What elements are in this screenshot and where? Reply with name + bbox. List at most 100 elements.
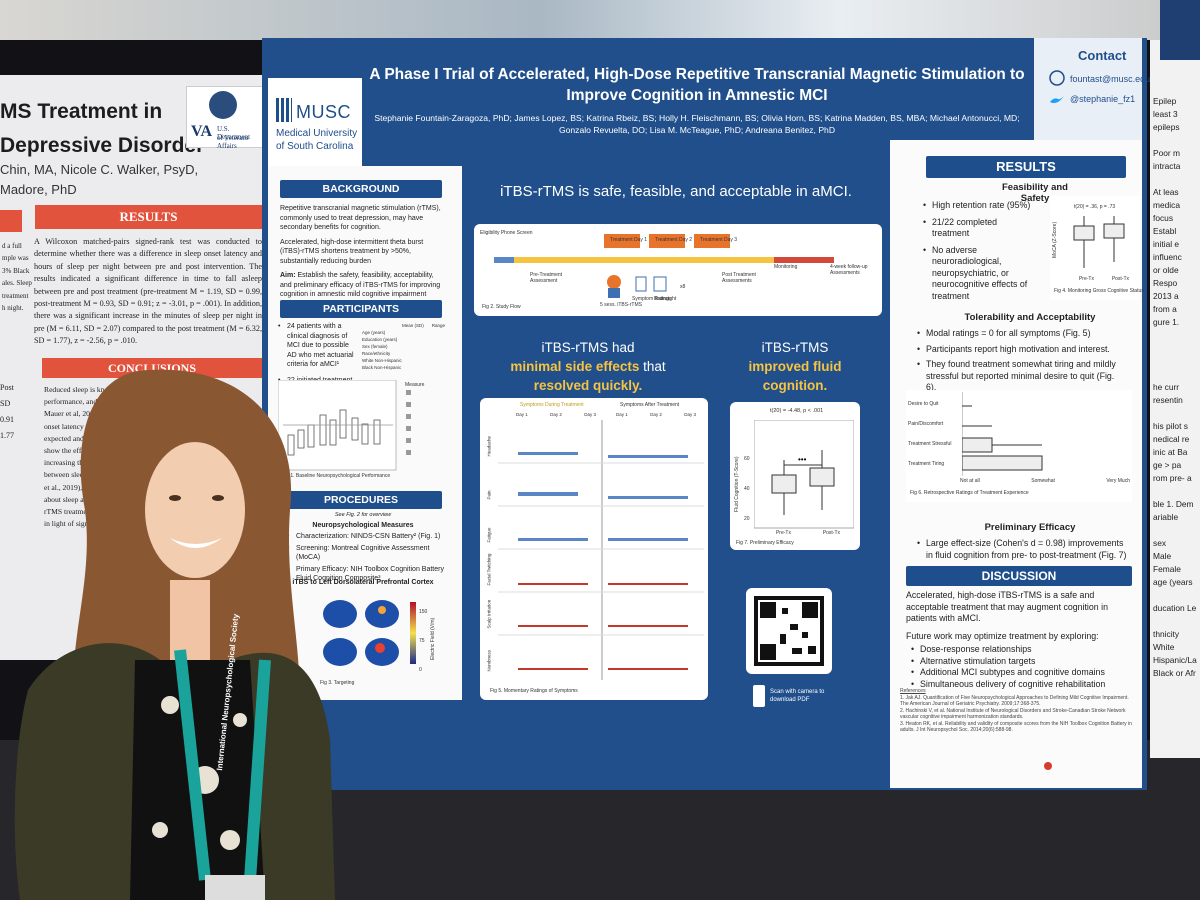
table-cells: Post SD 0.91 1.77 xyxy=(0,380,34,444)
fig5-plot xyxy=(498,420,704,680)
list-item: Mauer et al, 2019; Vandeker xyxy=(44,409,131,419)
list-item xyxy=(1153,524,1200,537)
list-item: 21/22 completed treatment xyxy=(932,217,1032,240)
list-item: Range xyxy=(431,323,446,328)
list-item: Race/ethnicity xyxy=(362,351,391,356)
fig5-days: Day 1 Day 2 Day 3 xyxy=(616,412,696,417)
fig6-rows: Desire to Quit Pain/Discomfort Treatment S… xyxy=(908,394,951,474)
list-item: Treatment Day 2 xyxy=(655,237,693,243)
list-item: about sleep attribu xyxy=(44,494,101,504)
fig5-rows: Headache Pain Fatigue Facial Twitching Scalp… xyxy=(482,428,496,686)
list-item: 20 xyxy=(744,516,750,522)
list-item: 3. Heaton RK, et al. Reliability and val… xyxy=(900,720,1132,734)
list-item xyxy=(1153,485,1200,498)
headline: iTBS-rTMS is safe, feasible, and accepta… xyxy=(500,183,852,200)
list-item: Monitoring xyxy=(774,264,798,270)
sub-heading: Neuropsychological Measures xyxy=(312,522,414,529)
list-item: At leas xyxy=(1153,187,1179,197)
list-item: ducation Le xyxy=(1153,603,1197,613)
reference-list: 1. Jak AJ. Quantification of Five Neurop… xyxy=(900,695,1132,734)
list-item: from a xyxy=(1153,304,1177,314)
discussion-future: Future work may optimize treatment by ex… xyxy=(906,630,1099,641)
fig7-xcats: Pre-Tx Post-Tx xyxy=(760,530,856,536)
list-item: Day 2 xyxy=(650,412,662,417)
list-item: Day 2 xyxy=(550,412,562,417)
fig1-legend-title: Measure xyxy=(405,382,425,388)
list-item: SD xyxy=(0,399,11,408)
list-item: Mean (SD) xyxy=(402,323,424,328)
list-item: he curr xyxy=(1153,382,1180,392)
poster-title: A Phase I Trial of Accelerated, High-Dos… xyxy=(369,66,1025,104)
list-item: Large effect-size (Cohen's d = 0.98) imp… xyxy=(926,538,1131,561)
contact-email: fountast@musc.edu xyxy=(1070,74,1151,84)
left-poster-authors: Chin, MA, Nicole C. Walker, PsyD, Madore,… xyxy=(0,160,198,200)
list-item: Reduced sleep is known to negativ xyxy=(44,385,150,394)
procedures-note: See Fig. 2 for overview xyxy=(334,512,392,518)
side-effects-callout: iTBS-rTMS had minimal side effects that … xyxy=(480,338,696,395)
cut-text: d a full mple was 3% Black ales. Sleep treat… xyxy=(2,240,34,314)
list-item: Poor m xyxy=(1153,148,1180,158)
list-item: Pain/Discomfort xyxy=(908,421,944,427)
list-item: ariable xyxy=(1153,512,1179,522)
study-flow: Eligibility Phone Screen Treatment Day 1 T… xyxy=(474,224,882,316)
list-item: White Non-Hispanic xyxy=(362,358,402,363)
list-item: Dose-response relationships xyxy=(920,644,1132,656)
list-item: Somewhat xyxy=(1031,478,1055,484)
list-item: x8 xyxy=(680,284,686,290)
callout-highlight: improved fluid cognition. xyxy=(748,359,842,393)
list-item: Participants report high motivation and … xyxy=(926,344,1126,356)
list-item: epileps xyxy=(1153,122,1180,132)
fig5-title: Symptoms After Treatment xyxy=(620,402,680,408)
qr-code xyxy=(746,588,832,674)
ceiling xyxy=(0,0,1200,40)
list-item: Establ xyxy=(1153,226,1177,236)
qr-caption: Scan with camera to download PDF xyxy=(770,689,825,703)
list-item: rom pre- a xyxy=(1153,473,1192,483)
figure-caption: Fig 3. Targeting xyxy=(320,680,355,686)
list-item: mple was xyxy=(2,254,29,263)
svg-text:•••: ••• xyxy=(798,455,807,464)
list-item: Simultaneous delivery of cognitive rehab… xyxy=(920,679,1132,691)
fig7-yticks: 60 40 20 xyxy=(744,444,750,534)
callout-text: iTBS-rTMS had xyxy=(541,340,635,355)
figure-caption: Fig 1. Baseline Neuropsychological Perfo… xyxy=(282,473,391,479)
list-item: Accelerated, high-dose intermittent thet… xyxy=(280,238,424,265)
efficacy-bullets: Large effect-size (Cohen's d = 0.98) imp… xyxy=(926,538,1131,563)
callout-highlight: minimal side effects xyxy=(510,359,640,374)
musc-logo: MUSC Medical University of South Carolin… xyxy=(268,78,362,166)
list-item: Epilep xyxy=(1153,96,1177,106)
logo-name: MUSC xyxy=(296,102,351,122)
list-item: 4-week follow-up Assessments xyxy=(830,264,868,276)
callout-highlight: resolved quickly. xyxy=(533,378,643,393)
list-item: thnicity xyxy=(1153,629,1180,639)
colorbar-label: Electric Field (V/m) xyxy=(430,617,436,660)
va-mark: VA xyxy=(191,123,213,140)
list-item: Day 3 xyxy=(684,412,696,417)
participant-table: Mean (SD) Range Age (years) Education (yea… xyxy=(362,322,454,371)
list-item: Treatment Tiring xyxy=(908,461,945,467)
references-heading: References xyxy=(900,688,926,694)
list-item: Day 3 xyxy=(584,412,596,417)
figure-caption: Fig 2. Study Flow xyxy=(482,304,521,310)
list-item: No adverse neuroradiological, neuropsych… xyxy=(932,245,1032,303)
sub-heading: Tolerability and Acceptability xyxy=(964,312,1096,323)
list-item: Pre-Tx xyxy=(775,530,791,536)
logo-icon xyxy=(276,98,292,122)
fig5-panel: Symptoms During Treatment Symptoms After… xyxy=(480,398,708,700)
list-item: least 3 xyxy=(1153,109,1178,119)
list-item: Repetitive transcranial magnetic stimula… xyxy=(280,205,441,231)
paragraphs: Repetitive transcranial magnetic stimula… xyxy=(280,204,446,266)
list-item: Pre-Tx xyxy=(1078,276,1094,282)
section-heading: PROCEDURES xyxy=(280,491,442,509)
table-header: Mean (SD) Range xyxy=(362,322,454,329)
conclusions-text: Reduced sleep is known to negativ perform… xyxy=(44,384,264,530)
list-item: Day 1 xyxy=(516,412,528,417)
background-text: Repetitive transcranial magnetic stimula… xyxy=(280,204,446,309)
references: References 1. Jak AJ. Quantification of … xyxy=(900,688,1132,734)
list-item: Post-Tx xyxy=(822,530,841,536)
fig7-stat: t(20) = -4.48, p < .001 xyxy=(770,408,824,414)
list-item: show the effectiveness xyxy=(44,446,113,456)
flow-labels: Eligibility Phone Screen Treatment Day 1 T… xyxy=(474,224,882,316)
fig4: t(20) = .36, p = .73 MoCA (Z-Score) Pre-… xyxy=(1050,196,1144,300)
list-item: medica xyxy=(1153,200,1180,210)
